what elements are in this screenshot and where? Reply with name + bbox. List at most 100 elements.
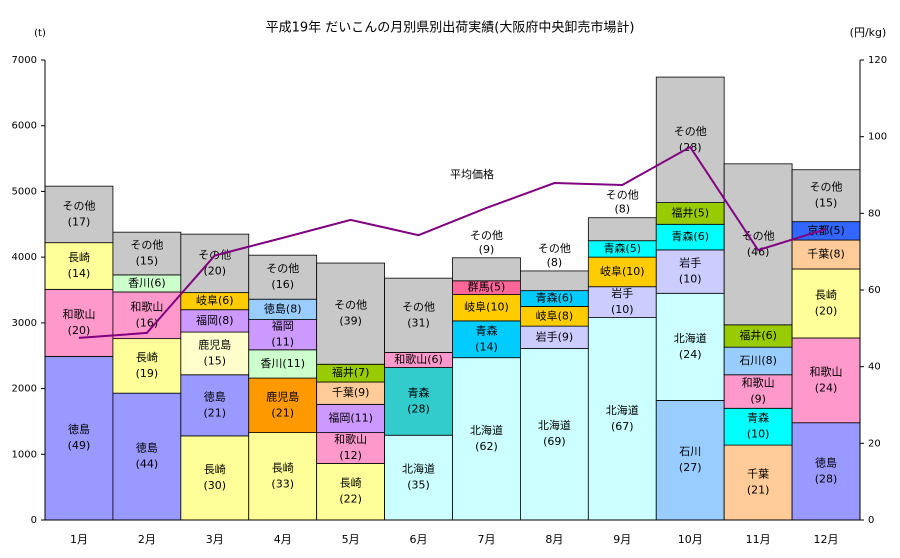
segment: 長崎 (30) (180, 435, 250, 521)
y-tick-label: 7000 (12, 55, 37, 66)
segment-share: (20) (68, 324, 91, 337)
segment-share: (10) (622, 265, 645, 278)
segment-label: 福井(6) (739, 328, 777, 342)
segment-share: (11) (271, 336, 294, 349)
bar-segment (44, 355, 114, 521)
y2-tick-label: 40 (868, 362, 881, 373)
segment-name: 青森 (536, 291, 558, 305)
segment: その他 (39) (316, 262, 385, 365)
segment-name: 福岡 (272, 319, 294, 333)
segment-share: (35) (407, 479, 430, 492)
segment: 青森(6) (655, 223, 725, 251)
segment-name: その他 (674, 125, 707, 138)
segment-name: その他 (130, 239, 163, 252)
segment-share: (21) (271, 406, 294, 419)
segment-name: 群馬 (468, 280, 490, 294)
segment: その他 (15) (112, 231, 182, 276)
segment-share: (69) (543, 435, 566, 448)
bar-segment (791, 268, 861, 339)
segment-name: 千葉 (807, 247, 829, 261)
segment-name: 香川 (128, 276, 150, 289)
segment-name: 青森 (603, 241, 625, 255)
segment-share: (33) (271, 477, 294, 490)
segment: 和歌山 (9) (723, 374, 793, 409)
segment: 長崎 (22) (316, 463, 385, 521)
segment-name: 北海道 (674, 331, 707, 345)
segment-share: (14) (68, 267, 91, 280)
segment: 鹿児島 (15) (180, 331, 250, 376)
bar-segment (44, 242, 114, 290)
segment-name: 北海道 (606, 403, 639, 417)
bar-segment (655, 399, 725, 521)
y-tick-label: 0 (31, 515, 37, 526)
segment-share: (27) (679, 461, 702, 474)
segment: 千葉(9) (316, 381, 385, 405)
line-label: 平均価格 (450, 167, 494, 181)
segment: その他 (31) (384, 277, 453, 353)
segment: 徳島(8) (248, 298, 318, 320)
bar-segment (316, 403, 385, 434)
segment: 岐阜(10) (452, 294, 521, 322)
bar-segment (587, 217, 657, 242)
segment-share: (6) (761, 329, 777, 342)
bar-segment (248, 377, 318, 433)
segment-label: 岐阜(10) (464, 301, 509, 314)
bar-segment (452, 320, 521, 359)
segment-name: 福井 (671, 205, 693, 219)
segment-name: 北海道 (470, 423, 503, 437)
x-tick-label: 6月 (410, 533, 428, 546)
segment-share: (16) (271, 278, 294, 291)
segment-share: (28) (407, 402, 430, 415)
segment: 和歌山 (12) (316, 432, 385, 464)
segment: 和歌山(16) (112, 291, 182, 340)
segment: 北海道 (24) (655, 292, 725, 401)
segment-share: (8) (558, 309, 574, 322)
x-tick-label: 9月 (613, 533, 631, 546)
segment: 鹿児島 (21) (248, 377, 318, 433)
segment-name: 徳島 (815, 455, 837, 469)
bar-segment (180, 233, 250, 294)
segment-share: (8) (547, 256, 563, 269)
segment-share: (5) (625, 242, 641, 255)
y-axis-label: (t) (34, 28, 46, 39)
segment: 青森(5) (587, 240, 657, 258)
bar-segment (248, 349, 318, 379)
segment-share: (9) (558, 330, 574, 343)
bar-segment (587, 317, 657, 521)
bar-segment (791, 169, 861, 223)
segment: 岩手 (10) (587, 286, 657, 319)
bar-segment (520, 270, 589, 292)
segment-name: 青森 (671, 229, 693, 243)
segment: 岐阜(10) (587, 256, 657, 288)
bar-segment (791, 422, 861, 521)
segment: 北海道 (35) (384, 434, 453, 521)
segment: 青森 (14) (452, 320, 521, 359)
bar-segment (316, 262, 385, 365)
segment-share: (8) (218, 314, 234, 327)
segment-label: 岐阜(10) (600, 265, 645, 278)
segment: 北海道 (67) (587, 317, 657, 521)
segment-share: (6) (150, 276, 166, 289)
segment-share: (15) (815, 197, 838, 210)
x-tick-label: 10月 (678, 533, 703, 546)
segment-share: (9) (354, 386, 370, 399)
segment-share: (8) (286, 302, 302, 315)
segment: その他 (16) (248, 254, 318, 300)
segment-name: 青森 (747, 411, 769, 425)
x-tick-label: 2月 (138, 533, 156, 546)
chart-title: 平成19年 だいこんの月別県別出荷実績(大阪府中央卸売市場計) (266, 20, 635, 36)
bar-segment (384, 434, 453, 521)
segment-label: 福岡(8) (196, 313, 234, 327)
bar-segment (384, 277, 453, 353)
y2-tick-label: 0 (868, 515, 874, 526)
segment: 和歌山 (20) (44, 288, 114, 357)
segment: その他 (15) (791, 169, 861, 223)
segment: 香川(11) (248, 349, 318, 379)
segment-name: 青森 (475, 323, 497, 337)
bar-segment (112, 338, 182, 394)
segment-name: その他 (538, 242, 571, 255)
bar-segment (452, 257, 521, 282)
segment-share: (14) (475, 340, 498, 353)
segment-name: 福岡 (196, 313, 218, 327)
segment: その他(9) (452, 229, 521, 282)
